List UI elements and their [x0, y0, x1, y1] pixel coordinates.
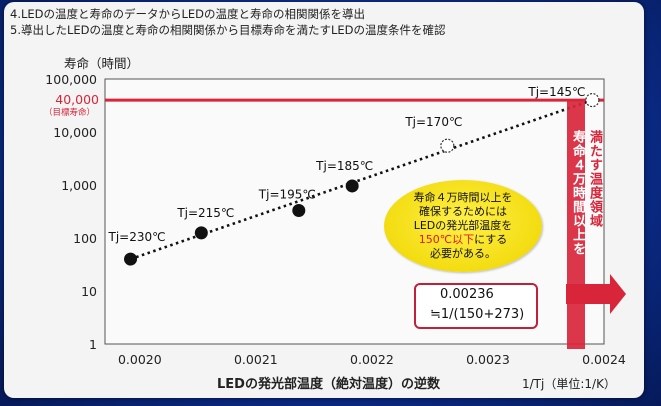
projected-point-label: Tj=145℃: [527, 85, 585, 99]
callout-bubble: 寿命４万時間以上を 確保するためには LEDの発光部温度を 150℃以下にする …: [384, 180, 542, 272]
projected-point: [585, 92, 600, 108]
data-point: [194, 226, 208, 240]
y-tick-label: 100,000: [45, 72, 97, 87]
y-tick-label: 10: [81, 284, 97, 299]
axis-labels: 1 10 100 1,000 10,000 100,000 0.0020 0.0021 0.00…: [45, 56, 626, 392]
x-tick-label: 0.0023: [466, 352, 510, 367]
projected-point-label: Tj=170℃: [404, 115, 462, 129]
callout-temp-limit: 150℃以下: [418, 233, 475, 246]
data-point: [292, 204, 306, 218]
formula-expression: ≒1/(150+273): [430, 307, 525, 322]
data-point-label: Tj=185℃: [315, 159, 373, 173]
callout-line-3: LEDの発光部温度を: [413, 219, 513, 232]
target-caption: （目標寿命）: [44, 107, 95, 118]
x-axis-label: LEDの発光部温度（絶対温度）の逆数: [217, 376, 441, 392]
x-tick-label: 0.0021: [234, 352, 278, 367]
data-point: [124, 252, 138, 266]
data-point-label: Tj=215℃: [176, 206, 234, 220]
y-axis-label: 寿命（時間）: [64, 56, 139, 71]
slide-panel: 4.LEDの温度と寿命のデータからLEDの温度と寿命の相関関係を導出 5.導出し…: [4, 2, 644, 398]
y-tick-label: 1,000: [61, 178, 97, 193]
y-tick-label: 10,000: [53, 125, 97, 140]
right-arrow-icon: [566, 274, 626, 314]
data-point: [345, 179, 359, 193]
x-tick-label: 0.0020: [118, 352, 162, 367]
x-tick-label: 0.0022: [350, 352, 394, 367]
callout-line-2: 確保するためには: [419, 205, 507, 218]
projected-point: [440, 138, 455, 153]
data-point-label: Tj=230℃: [108, 230, 166, 244]
chart: 40,000（目標寿命） Tj=230℃ Tj=215℃ Tj=195℃ Tj=185…: [44, 56, 626, 392]
target-value-label: 40,000: [55, 92, 99, 107]
x-tick-label: 0.0024: [582, 352, 626, 367]
note-step-5: 5.導出したLEDの温度と寿命の相関関係から目標寿命を満たすLEDの温度条件を確…: [10, 23, 446, 37]
y-tick-label: 1: [89, 337, 97, 352]
target-line-group: 40,000（目標寿命）: [44, 92, 604, 118]
note-step-4: 4.LEDの温度と寿命のデータからLEDの温度と寿命の相関関係を導出: [10, 7, 366, 21]
callout-line-5: 必要がある。: [430, 247, 496, 260]
y-tick-label: 100: [73, 231, 97, 246]
data-point-label: Tj=195℃: [258, 188, 316, 202]
formula-box: 0.00236 ≒1/(150+273): [414, 283, 538, 329]
x-axis-unit: 1/Tj（単位:1/K）: [522, 376, 616, 391]
region-label-b: 満たす温度領域: [587, 130, 602, 228]
region-label-a: 寿命４万時間以上を: [570, 130, 585, 256]
formula-value: 0.00236: [440, 287, 494, 302]
data-points: Tj=230℃ Tj=215℃ Tj=195℃ Tj=185℃ Tj=170℃ Tj=14…: [108, 85, 600, 266]
callout-line-4-tail: にする: [474, 233, 508, 246]
callout-line-1: 寿命４万時間以上を: [413, 191, 513, 204]
